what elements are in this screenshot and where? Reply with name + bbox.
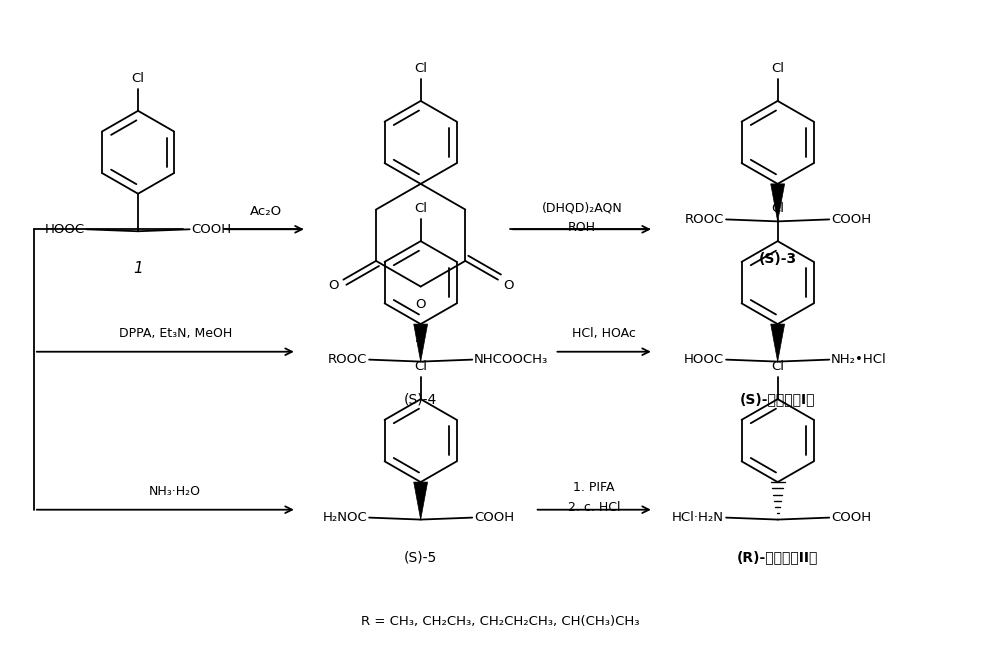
Text: DPPA, Et₃N, MeOH: DPPA, Et₃N, MeOH	[119, 327, 232, 341]
Text: (S)-巴氯芙（I）: (S)-巴氯芙（I）	[740, 392, 815, 406]
Text: (S)-5: (S)-5	[404, 550, 437, 564]
Text: H₂NOC: H₂NOC	[322, 511, 367, 524]
Text: (DHQD)₂AQN: (DHQD)₂AQN	[541, 201, 622, 214]
Polygon shape	[771, 184, 785, 221]
Text: HOOC: HOOC	[44, 223, 84, 236]
Text: 2. c. HCl: 2. c. HCl	[568, 501, 620, 514]
Text: NH₃·H₂O: NH₃·H₂O	[149, 485, 201, 498]
Polygon shape	[771, 324, 785, 362]
Text: O: O	[328, 279, 338, 292]
Text: 1. PIFA: 1. PIFA	[573, 482, 615, 494]
Text: Cl: Cl	[771, 360, 784, 373]
Text: O: O	[503, 279, 514, 292]
Text: COOH: COOH	[831, 213, 871, 226]
Text: COOH: COOH	[474, 511, 514, 524]
Text: Cl: Cl	[414, 62, 427, 75]
Text: Cl: Cl	[771, 202, 784, 215]
Text: HCl, HOAc: HCl, HOAc	[572, 327, 636, 341]
Text: (S)-3: (S)-3	[759, 252, 797, 266]
Text: NH₂•HCl: NH₂•HCl	[831, 353, 887, 366]
Text: O: O	[415, 298, 426, 311]
Text: HCl·H₂N: HCl·H₂N	[672, 511, 724, 524]
Text: COOH: COOH	[831, 511, 871, 524]
Polygon shape	[414, 324, 428, 362]
Text: 1: 1	[133, 261, 143, 277]
Text: Cl: Cl	[414, 202, 427, 215]
Text: 2: 2	[416, 331, 426, 345]
Text: ROOC: ROOC	[328, 353, 367, 366]
Text: NHCOOCH₃: NHCOOCH₃	[474, 353, 548, 366]
Text: Cl: Cl	[414, 360, 427, 373]
Text: HOOC: HOOC	[684, 353, 724, 366]
Text: Cl: Cl	[132, 72, 145, 84]
Text: Cl: Cl	[771, 62, 784, 75]
Text: (R)-巴氯芙（II）: (R)-巴氯芙（II）	[737, 550, 818, 564]
Polygon shape	[414, 482, 428, 519]
Text: (S)-4: (S)-4	[404, 392, 437, 406]
Text: ROH: ROH	[568, 221, 596, 234]
Text: R = CH₃, CH₂CH₃, CH₂CH₂CH₃, CH(CH₃)CH₃: R = CH₃, CH₂CH₃, CH₂CH₂CH₃, CH(CH₃)CH₃	[361, 614, 639, 628]
Text: Ac₂O: Ac₂O	[249, 205, 282, 218]
Text: ROOC: ROOC	[685, 213, 724, 226]
Text: COOH: COOH	[192, 223, 232, 236]
